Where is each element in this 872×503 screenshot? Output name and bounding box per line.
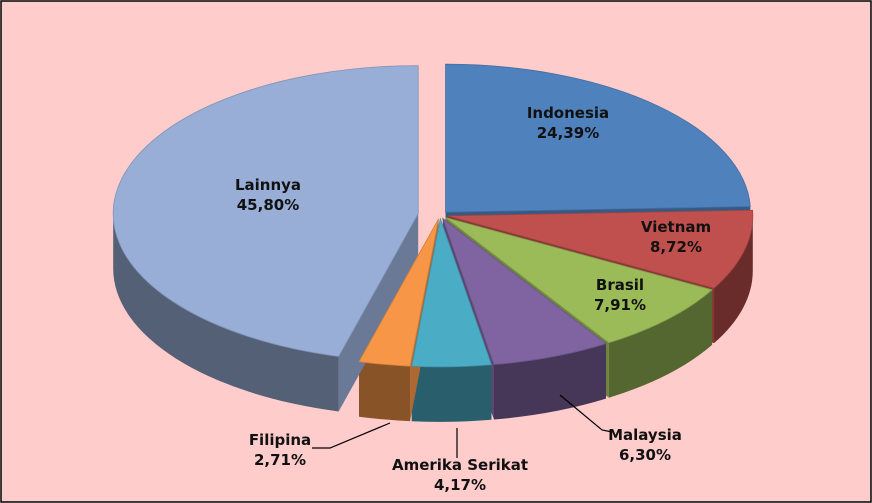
slice-tops <box>112 63 754 368</box>
slice-value-label: 7,91% <box>594 296 646 314</box>
slice-label: Indonesia <box>527 104 609 122</box>
slice-value-label: 24,39% <box>537 124 599 142</box>
slice-value-label: 6,30% <box>619 446 671 464</box>
slice-label: Vietnam <box>641 218 711 236</box>
slice-label: Amerika Serikat <box>392 456 528 474</box>
slice-label: Brasil <box>596 276 644 294</box>
slice-value-label: 4,17% <box>434 476 486 494</box>
slice-value-label: 2,71% <box>254 451 306 469</box>
slice-value-label: 45,80% <box>237 196 299 214</box>
pie-slice <box>445 63 751 213</box>
leader-line <box>559 394 613 433</box>
pie-slice <box>411 217 492 368</box>
slice-label: Lainnya <box>235 176 301 194</box>
pie-slice <box>112 65 419 357</box>
slice-value-label: 8,72% <box>650 238 702 256</box>
slice-side <box>608 289 713 398</box>
pie-slice <box>445 217 713 344</box>
slice-label: Malaysia <box>608 426 682 444</box>
slice-label: Filipina <box>249 431 311 449</box>
slice-side <box>411 364 492 422</box>
pie-slice <box>358 218 439 367</box>
slice-side <box>113 213 339 412</box>
pie-slice <box>442 217 607 365</box>
slice-side <box>359 361 411 422</box>
leader-line <box>312 422 391 449</box>
slice-side <box>714 215 753 344</box>
slice-side <box>493 343 606 420</box>
pie-slice <box>447 209 754 289</box>
